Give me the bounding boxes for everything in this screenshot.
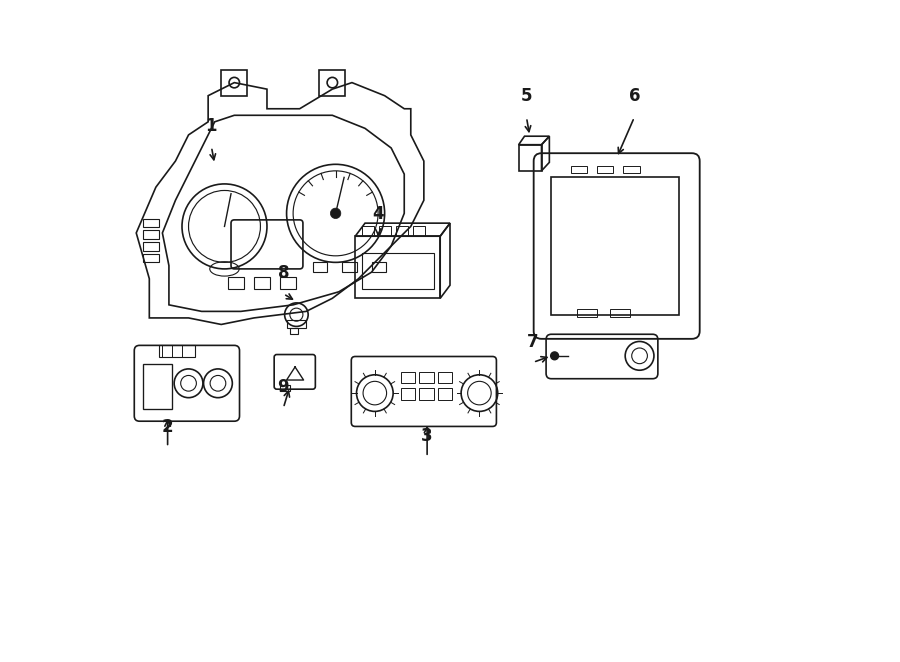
Bar xyxy=(597,166,614,173)
Text: 1: 1 xyxy=(206,117,217,135)
Text: 7: 7 xyxy=(527,332,539,351)
Bar xyxy=(379,226,391,236)
Bar xyxy=(396,226,408,236)
Bar xyxy=(280,277,296,289)
Text: 5: 5 xyxy=(521,87,532,105)
Bar xyxy=(413,226,425,236)
Bar xyxy=(401,371,416,383)
Bar xyxy=(578,308,597,316)
Bar xyxy=(610,308,630,316)
Bar xyxy=(362,253,434,289)
Bar xyxy=(159,346,195,357)
Bar xyxy=(437,371,452,383)
Text: 4: 4 xyxy=(373,205,384,223)
Bar xyxy=(419,388,434,400)
Text: 2: 2 xyxy=(162,418,174,436)
Bar xyxy=(228,277,244,289)
Circle shape xyxy=(330,208,341,218)
Bar xyxy=(552,177,679,314)
Bar xyxy=(254,277,270,289)
Bar xyxy=(280,385,290,391)
Bar xyxy=(437,388,452,400)
Text: 3: 3 xyxy=(421,428,433,446)
Text: 6: 6 xyxy=(628,87,640,105)
Circle shape xyxy=(551,352,559,359)
Bar xyxy=(143,218,159,227)
Bar xyxy=(623,166,640,173)
Bar xyxy=(419,371,434,383)
Bar xyxy=(571,166,588,173)
Bar xyxy=(362,226,374,236)
Bar xyxy=(372,262,386,272)
Bar xyxy=(356,236,440,299)
Bar xyxy=(143,242,159,251)
Bar xyxy=(143,230,159,239)
Bar xyxy=(518,145,542,171)
Bar xyxy=(143,363,172,409)
Bar xyxy=(286,320,306,328)
Bar xyxy=(342,262,356,272)
Bar xyxy=(401,388,416,400)
Text: 9: 9 xyxy=(277,379,289,397)
Bar xyxy=(312,262,327,272)
Text: 8: 8 xyxy=(277,264,289,282)
Bar xyxy=(143,254,159,262)
